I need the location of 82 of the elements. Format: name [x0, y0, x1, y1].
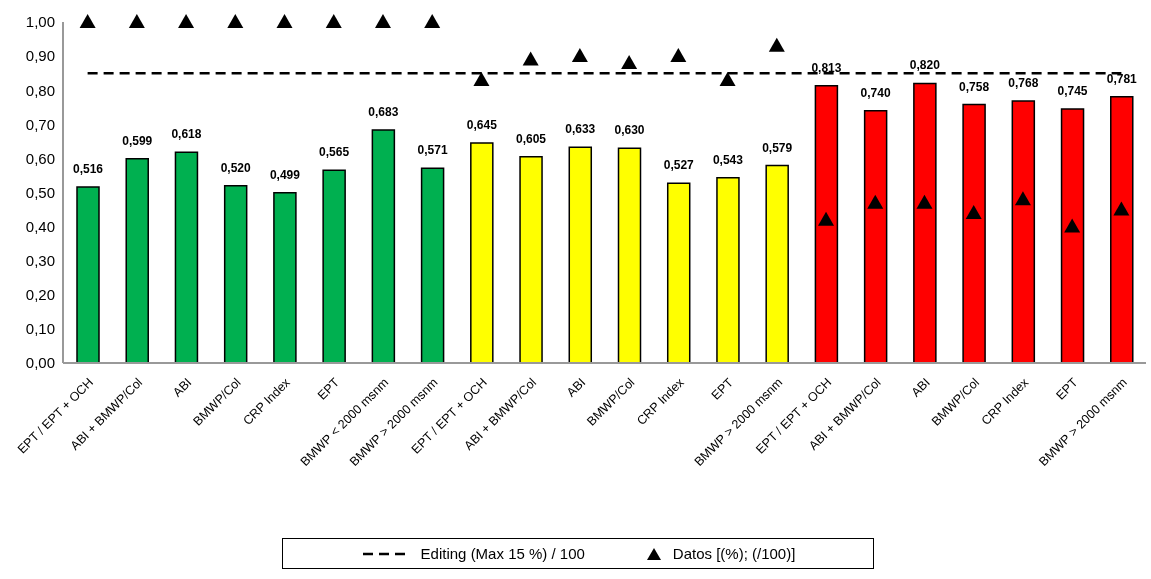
bar — [1110, 95, 1134, 364]
data-label: 0,740 — [860, 85, 891, 100]
data-label: 0,781 — [1106, 71, 1138, 86]
data-label: 0,768 — [1008, 76, 1039, 91]
data-label: 0,745 — [1057, 83, 1088, 98]
bar — [174, 151, 199, 364]
point — [719, 71, 736, 86]
point — [227, 14, 244, 28]
y-tick-label: 0,30 — [25, 252, 55, 270]
bar — [273, 192, 297, 364]
point — [867, 194, 884, 209]
data-label: 0,543 — [712, 152, 744, 167]
point — [325, 14, 342, 28]
y-tick-label: 1,00 — [25, 13, 55, 31]
point — [670, 48, 687, 63]
bar — [470, 142, 494, 364]
bar — [519, 155, 543, 364]
data-label: 0,599 — [122, 133, 153, 148]
point — [424, 14, 441, 28]
bar — [568, 146, 593, 364]
data-label: 0,579 — [762, 140, 793, 155]
point — [1064, 218, 1081, 233]
bar — [76, 186, 100, 364]
x-tick-label: ABI — [908, 375, 933, 400]
data-label: 0,571 — [417, 143, 448, 158]
data-label: 0,520 — [220, 160, 252, 175]
point — [571, 48, 588, 63]
point — [916, 194, 933, 209]
data-label: 0,633 — [565, 122, 596, 137]
bar — [322, 169, 346, 364]
bar — [223, 184, 248, 364]
bar — [1011, 100, 1036, 364]
y-tick-label: 0,90 — [25, 47, 55, 65]
point — [473, 71, 490, 86]
y-tick-label: 0,80 — [25, 81, 55, 99]
y-tick-label: 0,60 — [25, 149, 55, 167]
data-label: 0,618 — [171, 127, 202, 142]
point — [522, 51, 539, 66]
bar — [962, 103, 986, 364]
data-label: 0,630 — [614, 123, 645, 138]
bar — [666, 182, 691, 364]
data-label: 0,527 — [663, 158, 695, 173]
point — [1014, 191, 1031, 206]
bar — [617, 147, 642, 364]
data-label: 0,645 — [466, 118, 498, 133]
point — [79, 14, 96, 28]
data-label: 0,820 — [909, 58, 941, 73]
y-tick-label: 0,40 — [25, 217, 55, 235]
y-tick-label: 0,20 — [25, 286, 55, 304]
x-tick-label: ABI — [564, 375, 589, 400]
data-label: 0,683 — [368, 105, 399, 120]
legend-label: Editing (Max 15 %) / 100 — [420, 545, 585, 562]
y-tick-label: 0,50 — [25, 183, 55, 201]
point — [276, 14, 293, 28]
data-label: 0,516 — [72, 162, 104, 177]
bar — [1060, 108, 1085, 364]
bar — [125, 157, 149, 364]
data-label: 0,499 — [269, 167, 301, 182]
point — [768, 37, 785, 52]
y-tick-label: 0,00 — [25, 354, 55, 372]
y-tick-label: 0,70 — [25, 115, 55, 133]
point — [621, 54, 638, 69]
point — [1113, 201, 1130, 216]
point — [178, 14, 195, 28]
data-label: 0,605 — [516, 131, 547, 146]
bar — [765, 164, 789, 364]
bar — [716, 177, 740, 364]
bar — [371, 129, 396, 364]
point — [965, 204, 982, 219]
legend-label: Datos [(%); (/100)] — [672, 545, 796, 562]
bar — [863, 109, 888, 364]
point — [128, 14, 145, 28]
data-label: 0,813 — [811, 60, 842, 75]
bar — [420, 167, 445, 364]
data-label: 0,758 — [959, 79, 990, 94]
point — [818, 211, 835, 226]
y-tick-label: 0,10 — [25, 320, 55, 338]
bar — [814, 85, 839, 364]
x-tick-label: ABI — [170, 375, 195, 400]
point — [374, 14, 391, 28]
data-label: 0,565 — [319, 145, 350, 160]
bar — [913, 82, 937, 364]
